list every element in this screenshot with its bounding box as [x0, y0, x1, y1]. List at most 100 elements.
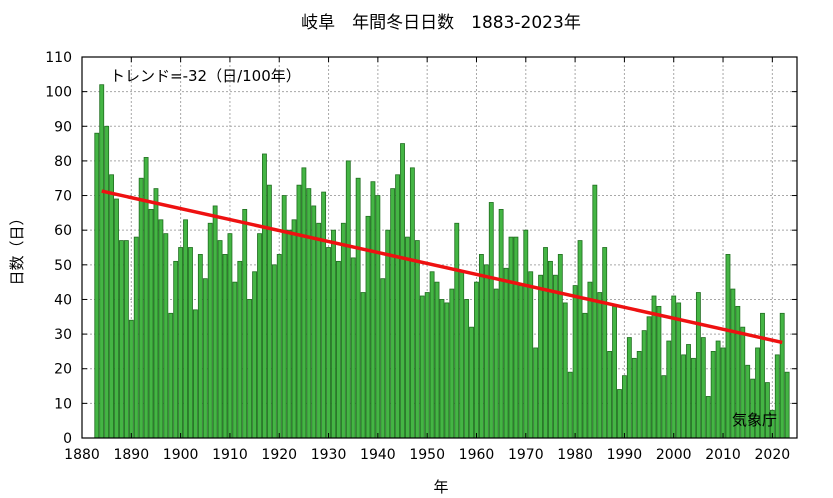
bar [311, 205, 317, 439]
bar [114, 198, 119, 439]
bar [617, 389, 622, 439]
bar [681, 354, 687, 439]
y-tick-label: 10 [54, 396, 72, 412]
bar [321, 191, 327, 439]
bar [104, 125, 110, 439]
bar [222, 254, 228, 439]
bar [390, 188, 396, 439]
bar [188, 247, 193, 439]
y-tick-label: 40 [54, 292, 72, 308]
bar [538, 274, 544, 439]
y-axis-label: 日数（日） [8, 210, 26, 285]
bar [518, 285, 524, 439]
bar [286, 229, 292, 439]
bar [227, 233, 233, 439]
bar [641, 330, 647, 439]
bar [306, 188, 312, 439]
x-tick-label: 1920 [261, 447, 297, 463]
bar [666, 340, 672, 439]
bar [449, 288, 455, 439]
y-axis-ticks: 0 10 20 30 40 50 60 70 80 90 100 110 [45, 50, 797, 447]
bar [444, 302, 450, 439]
y-tick-label: 70 [54, 189, 72, 205]
bar [474, 281, 479, 439]
bar [183, 219, 188, 439]
bar [380, 278, 386, 439]
bar [109, 174, 115, 439]
bar [587, 281, 593, 439]
x-tick-label: 2020 [755, 447, 791, 463]
y-tick-label: 60 [54, 223, 72, 239]
x-tick-label: 1880 [64, 447, 100, 463]
bar [434, 281, 440, 439]
bar [478, 254, 484, 439]
bar [276, 254, 282, 439]
trend-line [101, 189, 783, 345]
bar [543, 247, 548, 439]
plot-frame [81, 56, 798, 439]
bar [528, 271, 534, 439]
bar [651, 295, 657, 439]
bar [252, 271, 258, 439]
bar [784, 371, 790, 439]
bar [173, 260, 179, 439]
bar [148, 208, 154, 439]
bar [153, 188, 159, 439]
bar [493, 288, 499, 439]
x-tick-label: 2010 [705, 447, 741, 463]
bar [316, 222, 322, 439]
trend-label: トレンド=-32（日/100年） [110, 67, 301, 85]
bar [710, 351, 716, 439]
bar [123, 240, 129, 439]
bar [360, 292, 366, 439]
y-tick-label: 110 [45, 50, 72, 66]
chart-title: 岐阜 年間冬日日数 1883-2023年 [301, 13, 581, 33]
y-tick-label: 0 [63, 431, 72, 447]
bar [626, 337, 632, 439]
bar [335, 260, 341, 439]
bar [636, 351, 642, 439]
bar [266, 184, 272, 439]
bar [695, 292, 701, 439]
bar [508, 236, 514, 439]
x-tick-label: 1950 [409, 447, 445, 463]
x-tick-label: 1970 [508, 447, 544, 463]
bar [257, 233, 262, 439]
bar [483, 264, 489, 439]
bar [498, 208, 504, 439]
bar [705, 396, 711, 439]
bar [350, 257, 356, 439]
bar [375, 195, 381, 439]
bar [700, 337, 706, 439]
y-tick-label: 30 [54, 327, 72, 343]
x-tick-label: 1890 [113, 447, 149, 463]
bar [296, 184, 302, 439]
bar [488, 202, 494, 439]
bar [523, 229, 529, 439]
bar [469, 326, 474, 439]
y-tick-label: 50 [54, 258, 72, 274]
bar [582, 312, 588, 439]
bar [686, 344, 691, 439]
bar [602, 247, 608, 439]
bar [237, 260, 243, 439]
bar [340, 222, 346, 439]
y-tick-label: 90 [54, 119, 72, 135]
bar [94, 132, 100, 439]
bar [656, 305, 662, 439]
bar [301, 167, 307, 439]
bar [178, 247, 184, 439]
bar [592, 184, 598, 439]
bar [779, 312, 785, 439]
bar [345, 160, 351, 439]
bar [725, 254, 731, 439]
bar [326, 247, 331, 439]
bar [750, 378, 756, 439]
bar [424, 292, 430, 439]
bar [557, 254, 563, 439]
bar [119, 240, 124, 439]
bar [513, 236, 519, 439]
bar [548, 260, 553, 439]
bar [414, 240, 420, 439]
bar [419, 295, 425, 439]
